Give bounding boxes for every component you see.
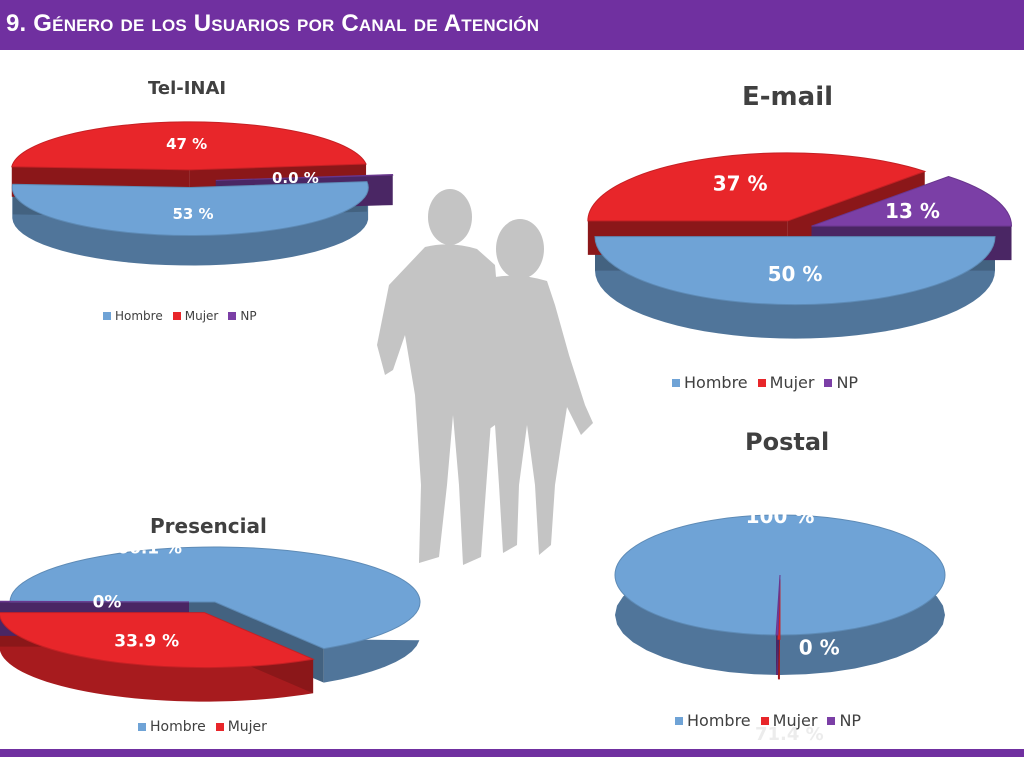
chart-title-postal: Postal xyxy=(745,428,830,456)
swatch-mujer xyxy=(172,312,181,320)
chart-title-presencial: Presencial xyxy=(150,514,267,538)
data-label-np: 0.0 % xyxy=(272,169,319,187)
pie-slice-side-hombre xyxy=(595,236,995,339)
pie-slice-side-hombre xyxy=(12,188,369,266)
legend-item-mujer: Mujer xyxy=(760,711,818,730)
pie-slice-np xyxy=(215,173,394,181)
pie-chart-postal: 100 % 0 % xyxy=(614,504,946,680)
data-label-mujer: 0 % xyxy=(799,635,840,659)
pie-slice-np xyxy=(775,574,781,636)
ghost-label: 71.4 % xyxy=(755,724,824,745)
legend-item-hombre: Hombre xyxy=(672,373,748,392)
chart-title-tel-inai: Tel-INAI xyxy=(148,78,227,99)
data-label-mujer: 47 % xyxy=(166,135,207,153)
pie-slice-hombre xyxy=(11,181,369,236)
legend-item-hombre: Hombre xyxy=(138,719,206,735)
swatch-np xyxy=(827,716,836,725)
pie-slice-hombre xyxy=(9,546,421,650)
swatch-mujer xyxy=(757,378,766,387)
legend-postal: Hombre Mujer NP xyxy=(675,711,861,730)
data-label-np: 0% xyxy=(93,593,122,613)
chart-title-e-mail: E-mail xyxy=(742,82,834,112)
swatch-hombre xyxy=(103,312,111,320)
legend-item-np: NP xyxy=(228,309,257,323)
page-title: 9. Género de los Usuarios por Canal de A… xyxy=(6,10,540,37)
data-label-mujer: 33.9 % xyxy=(114,631,179,651)
pie-slice-mujer xyxy=(11,121,367,171)
pie-slice-np xyxy=(811,175,1013,227)
legend-item-hombre: Hombre xyxy=(675,711,751,730)
legend-item-mujer: Mujer xyxy=(757,373,815,392)
swatch-np xyxy=(228,312,237,320)
data-label-hombre: 53 % xyxy=(172,205,213,223)
legend-presencial: Hombre Mujer xyxy=(138,719,267,735)
data-label-hombre: 100 % xyxy=(746,504,815,528)
legend-e-mail: Hombre Mujer NP xyxy=(672,373,858,392)
pie-slice-mujer xyxy=(0,612,315,669)
swatch-hombre xyxy=(675,716,683,725)
title-bar: 9. Género de los Usuarios por Canal de A… xyxy=(0,0,1024,50)
legend-label: NP xyxy=(240,309,257,323)
data-label-np: 13 % xyxy=(885,199,940,223)
legend-label: Mujer xyxy=(184,309,219,323)
legend-label: NP xyxy=(836,373,859,392)
swatch-hombre xyxy=(672,378,680,387)
legend-label: Hombre xyxy=(684,373,748,392)
pie-slice-hombre xyxy=(594,236,996,306)
legend-label: Mujer xyxy=(772,711,818,730)
legend-item-mujer: Mujer xyxy=(172,309,219,323)
legend-label: Mujer xyxy=(769,373,815,392)
swatch-hombre xyxy=(138,723,146,731)
legend-label: Hombre xyxy=(687,711,751,730)
pie-slice-mujer xyxy=(587,152,927,222)
legend-tel-inai: Hombre Mujer NP xyxy=(103,309,257,323)
swatch-mujer xyxy=(215,723,224,731)
legend-label: NP xyxy=(839,711,862,730)
legend-label: Hombre xyxy=(115,309,163,323)
swatch-mujer xyxy=(760,716,769,725)
legend-item-np: NP xyxy=(824,373,858,392)
data-label-mujer: 37 % xyxy=(713,171,768,195)
legend-label: Hombre xyxy=(150,719,206,735)
legend-item-np: NP xyxy=(827,711,861,730)
legend-item-hombre: Hombre xyxy=(103,309,163,323)
pie-slice-np xyxy=(0,600,190,603)
data-label-hombre: 66.1 % xyxy=(117,538,182,558)
data-label-hombre: 50 % xyxy=(768,262,823,286)
swatch-np xyxy=(824,378,833,387)
pie-chart-presencial: 66.1 % 33.9 % 0% xyxy=(0,538,421,702)
legend-item-mujer: Mujer xyxy=(215,719,267,735)
pie-chart-tel-inai: 53 % 47 % 0.0 % xyxy=(11,121,394,266)
bottom-bar xyxy=(0,749,1024,757)
pie-chart-e-mail: 50 % 37 % 13 % xyxy=(587,152,1013,339)
legend-label: Mujer xyxy=(227,719,267,735)
couple-silhouette xyxy=(377,189,593,565)
pie-slice-side-mujer xyxy=(0,616,314,702)
